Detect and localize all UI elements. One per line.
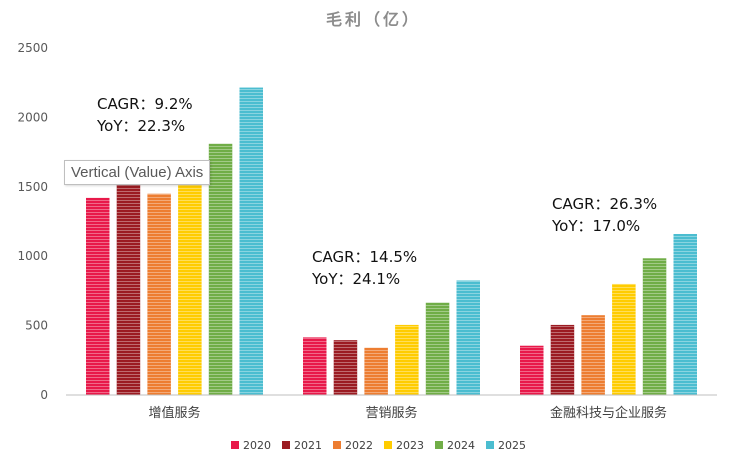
- legend-label: 2023: [396, 439, 424, 452]
- bar-stripe-2022-2: [581, 315, 605, 395]
- annotations: CAGR：9.2% YoY：22.3% CAGR：14.5% YoY：24.1% CAG…: [96, 95, 657, 288]
- bar-stripe-2021-1: [333, 340, 358, 395]
- bar-stripe-2025-0: [239, 87, 263, 396]
- legend-label: 2025: [498, 439, 526, 452]
- bar-stripe-2024-1: [425, 302, 450, 395]
- bars: [86, 87, 697, 396]
- bar-stripe-2022-0: [147, 193, 171, 395]
- y-tick-label: 2000: [17, 110, 48, 124]
- bar-stripe-2020-1: [303, 337, 327, 395]
- legend-label: 2022: [345, 439, 373, 452]
- bar-stripe-2025-1: [456, 280, 480, 395]
- y-tick-label: 2500: [17, 41, 48, 55]
- legend-swatch-2021: [282, 441, 290, 449]
- bar-stripe-2023-2: [612, 283, 636, 395]
- legend-swatch-2023: [384, 441, 392, 449]
- bar-stripe-2020-0: [86, 197, 110, 395]
- x-axis[interactable]: 增值服务 营销服务 金融科技与企业服务: [66, 394, 717, 421]
- bar-stripe-2021-2: [550, 324, 575, 395]
- bar-stripe-2023-0: [178, 172, 202, 395]
- y-tick-label: 0: [40, 388, 48, 402]
- y-tick-label: 500: [25, 319, 48, 333]
- chart-title: 毛利（亿）: [325, 10, 421, 29]
- legend-label: 2020: [243, 439, 271, 452]
- x-category-label: 金融科技与企业服务: [550, 405, 667, 421]
- y-tick-label: 1000: [17, 249, 48, 263]
- yoy-label: YoY：24.1%: [311, 270, 400, 288]
- legend-swatch-2024: [435, 441, 443, 449]
- y-axis[interactable]: 0 500 1000 1500 2000 2500: [17, 41, 48, 402]
- axis-tooltip: Vertical (Value) Axis: [64, 160, 211, 185]
- legend-swatch-2022: [333, 441, 341, 449]
- cagr-label: CAGR：26.3%: [552, 195, 657, 213]
- bar-stripe-2023-1: [395, 324, 419, 395]
- bar-stripe-2020-2: [520, 345, 544, 395]
- legend[interactable]: 2020 2021 2022 2023 2024 2025: [231, 439, 526, 452]
- legend-swatch-2020: [231, 441, 239, 449]
- cagr-label: CAGR：9.2%: [97, 95, 193, 113]
- bar-stripe-2025-2: [673, 233, 697, 395]
- x-category-label: 增值服务: [148, 405, 200, 421]
- x-category-label: 营销服务: [365, 405, 417, 421]
- yoy-label: YoY：22.3%: [96, 117, 185, 135]
- bar-stripe-2021-0: [116, 183, 141, 395]
- legend-label: 2024: [447, 439, 475, 452]
- cagr-label: CAGR：14.5%: [312, 248, 417, 266]
- yoy-label: YoY：17.0%: [551, 217, 640, 235]
- y-tick-label: 1500: [17, 180, 48, 194]
- bar-stripe-2024-2: [642, 258, 667, 395]
- legend-swatch-2025: [486, 441, 494, 449]
- bar-stripe-2022-1: [364, 347, 388, 395]
- bar-stripe-2024-0: [208, 143, 233, 395]
- legend-label: 2021: [294, 439, 322, 452]
